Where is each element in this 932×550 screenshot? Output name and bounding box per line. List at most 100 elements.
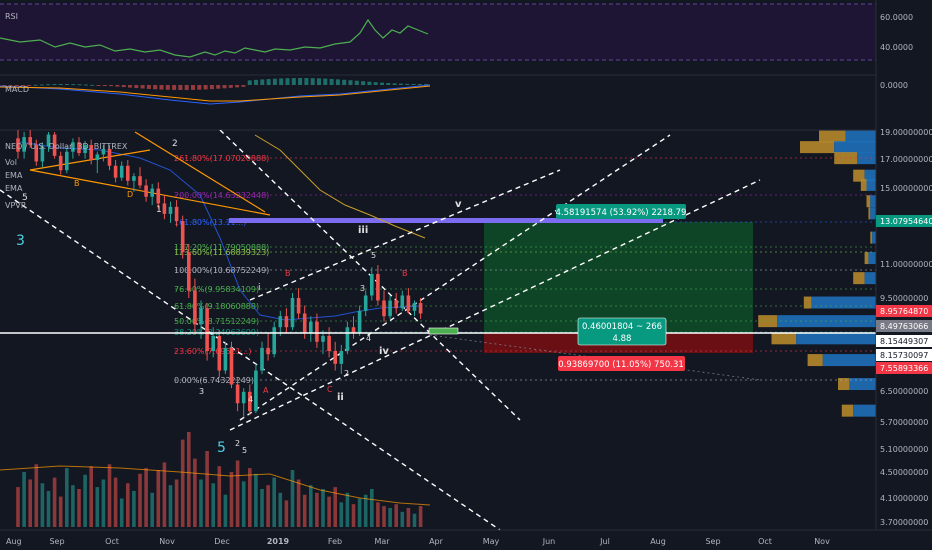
volume-bar <box>248 468 252 527</box>
entry-marker <box>428 327 459 335</box>
volume-bar <box>126 483 130 527</box>
volume-bar <box>357 498 362 527</box>
price-tags: 13.07954640 8.95764870 8.49763066 8.1544930… <box>876 215 932 374</box>
orange-trendline-2 <box>29 169 271 216</box>
vp-sell-bar <box>807 354 823 367</box>
candle-body <box>333 351 337 364</box>
wave-label-ii: ii <box>337 392 344 403</box>
volume-bar <box>315 492 319 527</box>
macd-bar <box>392 83 397 85</box>
vp-buy-bar <box>870 195 876 208</box>
candle <box>95 151 100 174</box>
fib-level: 123.60%(11.68839323) <box>174 248 876 257</box>
macd-bar <box>128 85 132 88</box>
candle <box>345 321 350 355</box>
vp-sell-bar <box>838 378 850 391</box>
price-tag-text: 8.15730097 <box>880 351 928 360</box>
macd-bar <box>20 85 25 86</box>
volume-bar <box>272 477 276 527</box>
macd-bar <box>159 85 164 90</box>
price-tag-bg <box>876 362 932 374</box>
volume-bar <box>241 481 246 527</box>
candle <box>89 139 93 165</box>
volume-bar <box>101 479 106 527</box>
rsi-tick-40: 40.0000 <box>880 43 913 52</box>
orange-trendline-3 <box>134 131 266 213</box>
candle <box>65 147 69 174</box>
candle-body <box>284 316 289 328</box>
candle-body <box>278 316 283 328</box>
y-tick-label: 9.50000000 <box>880 294 928 303</box>
volume-bar <box>327 496 331 527</box>
volume-bar <box>229 471 234 527</box>
candle-body <box>248 391 252 412</box>
candle <box>382 290 386 322</box>
candle-body <box>400 295 405 309</box>
candle <box>363 290 368 317</box>
macd-bar <box>77 84 82 86</box>
vp-sell-bar <box>853 272 865 285</box>
candle <box>150 183 154 206</box>
macd-signal-line <box>0 85 431 102</box>
wave-label-d: D <box>127 190 133 199</box>
y-tick-label: 17.00000000 <box>880 155 932 164</box>
candle-body <box>211 335 215 352</box>
y-tick-label: 4.50000000 <box>880 468 928 477</box>
wave-label-2b: 2 <box>344 369 349 378</box>
ema-slow-line <box>254 134 426 239</box>
candle <box>58 151 63 175</box>
volume-profile-row <box>838 378 876 391</box>
macd-bar <box>115 85 120 87</box>
volume-bar <box>16 487 20 527</box>
candle <box>162 195 167 220</box>
highlight-band <box>229 218 663 223</box>
vp-sell-bar <box>771 332 797 345</box>
vp-sell-bar <box>758 315 778 328</box>
vp-buy-bar <box>872 231 876 244</box>
candle <box>174 200 179 227</box>
candle-body <box>89 144 93 161</box>
macd-bar <box>291 78 296 85</box>
macd-bar <box>83 84 88 86</box>
macd-bar <box>178 85 183 90</box>
macd-bar <box>90 84 95 86</box>
fib-level: 76.40%(9.95834109) <box>174 285 876 294</box>
y-tick-label: 15.00000000 <box>880 184 932 193</box>
volume-bar <box>339 502 344 527</box>
candle-body <box>296 298 301 314</box>
candle <box>290 293 295 331</box>
macd-bar <box>386 83 391 85</box>
price-tag: 8.15730097 <box>876 349 932 361</box>
x-tick-label: May <box>483 537 500 546</box>
time-axis[interactable]: Aug Sep Oct Nov Dec 2019 Feb Mar Apr May Jun Jul Aug… <box>0 529 932 546</box>
candle <box>205 303 209 361</box>
volume-bar <box>278 492 283 527</box>
candle-body <box>357 310 362 333</box>
price-axis[interactable]: 60.0000 40.0000 0.0000 19.00000000 17.000… <box>875 0 932 530</box>
volume-bar <box>34 464 39 527</box>
candle <box>119 161 124 181</box>
macd-bar <box>165 85 170 90</box>
candle-body <box>302 313 307 333</box>
price-tag-bg <box>876 305 932 317</box>
x-tick-label: 2019 <box>267 537 290 546</box>
macd-bar <box>367 81 372 85</box>
candle-body <box>174 206 179 222</box>
macd-bar <box>361 81 366 85</box>
wave-label-b1: B <box>74 179 80 188</box>
candle-body <box>193 290 197 325</box>
volume-profile-row <box>868 207 876 220</box>
candle <box>211 327 215 358</box>
macd-bar <box>65 84 69 86</box>
y-tick-label: 4.10000000 <box>880 494 928 503</box>
macd-bar <box>33 84 38 86</box>
candle <box>241 388 246 418</box>
wave-label-4a: 4 <box>248 395 253 404</box>
candle <box>77 137 81 156</box>
wave-label-b3: B <box>402 269 408 278</box>
channel-up-upper-line <box>239 134 671 421</box>
volume-profile-row <box>866 195 876 208</box>
candle-body <box>34 144 39 162</box>
volume-bar <box>376 502 380 527</box>
